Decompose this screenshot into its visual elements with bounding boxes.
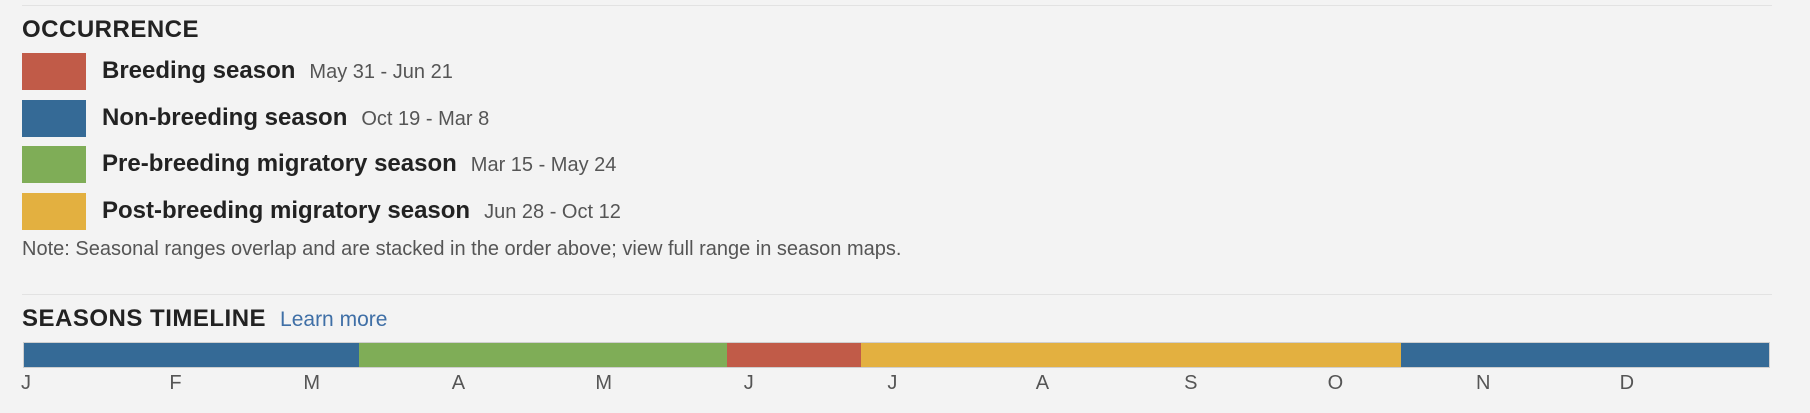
timeline-title: SEASONS TIMELINE [22, 305, 267, 332]
pre-breeding-swatch [22, 146, 86, 183]
legend-label: Breeding season May 31 - Jun 21 [102, 57, 453, 84]
month-tick-label: O [1327, 372, 1344, 394]
learn-more-link[interactable]: Learn more [280, 308, 388, 331]
timeline-segment [860, 343, 1401, 367]
occurrence-title: OCCURRENCE [22, 16, 200, 43]
overlap-note: Note: Seasonal ranges overlap and are st… [22, 238, 902, 260]
month-tick-label: J [743, 372, 754, 394]
breeding-swatch [22, 53, 86, 90]
month-tick-label: S [1184, 372, 1198, 394]
month-tick-label: J [21, 372, 31, 394]
month-tick-label: N [1476, 372, 1491, 394]
month-tick-label: M [303, 372, 321, 394]
season-dates: May 31 - Jun 21 [309, 61, 453, 83]
month-tick-label: J [887, 372, 898, 394]
legend-label: Post-breeding migratory season Jun 28 - O… [102, 196, 621, 224]
timeline-segment [24, 343, 359, 367]
season-dates: Oct 19 - Mar 8 [361, 107, 490, 130]
timeline-segment [358, 343, 727, 367]
non-breeding-swatch [22, 99, 86, 137]
seasons-timeline-bar [23, 342, 1770, 368]
post-breeding-swatch [22, 192, 86, 230]
section-divider [22, 294, 1772, 295]
top-divider [22, 5, 1772, 6]
month-tick-label: M [595, 372, 613, 394]
legend-label: Pre-breeding migratory season Mar 15 - Ma… [102, 150, 617, 177]
month-tick-label: D [1619, 372, 1635, 394]
timeline-segment [1400, 343, 1769, 367]
timeline-segment [726, 343, 861, 367]
season-dates: Jun 28 - Oct 12 [484, 200, 621, 223]
timeline-header: SEASONS TIMELINE Learn more [22, 305, 387, 333]
month-tick-label: A [1035, 372, 1050, 394]
legend-label: Non-breeding season Oct 19 - Mar 8 [102, 103, 490, 131]
month-tick-label: F [169, 372, 182, 394]
month-tick-label: A [451, 372, 466, 394]
season-dates: Mar 15 - May 24 [470, 154, 617, 176]
